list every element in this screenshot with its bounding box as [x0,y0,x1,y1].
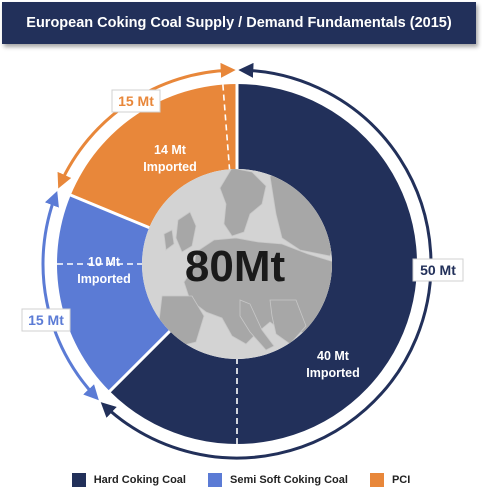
center-total-label: 80Mt [185,242,286,291]
legend-label: PCI [391,474,411,486]
legend-label: Hard Coking Coal [93,474,186,486]
total-callout-box [111,89,161,113]
legend: Hard Coking Coal Semi Soft Coking Coal P… [0,470,482,490]
total-callout-label: 50 Mt [420,262,456,278]
legend-label: Semi Soft Coking Coal [229,474,348,486]
legend-item-pci: PCI [369,473,411,487]
legend-item-semi-soft-coking-coal: Semi Soft Coking Coal [207,473,348,487]
total-callout-label: 15 Mt [28,312,64,328]
legend-item-hard-coking-coal: Hard Coking Coal [71,473,186,487]
total-arc-semi-soft-coking-coal [41,190,99,401]
total-callout-label: 15 Mt [118,93,154,109]
total-arc-hard-coking-coal [100,62,433,460]
legend-swatch-pci [369,473,384,487]
imported-label: 10 Mt [88,255,121,269]
total-callout-box [21,308,71,332]
imported-label: Imported [306,366,359,380]
chart-title: European Coking Coal Supply / Demand Fun… [2,2,476,44]
legend-swatch-hard [71,473,86,487]
imported-label: Imported [77,272,130,286]
donut-chart: 80Mt 50 Mt 15 Mt 15 Mt 40 Mt Imported 10 Mt Im… [21,62,464,460]
total-callout-box [412,258,464,282]
imported-label: 40 Mt [317,349,350,363]
imported-label: Imported [143,160,196,174]
legend-swatch-semi [207,473,222,487]
imported-label: 14 Mt [154,143,187,157]
